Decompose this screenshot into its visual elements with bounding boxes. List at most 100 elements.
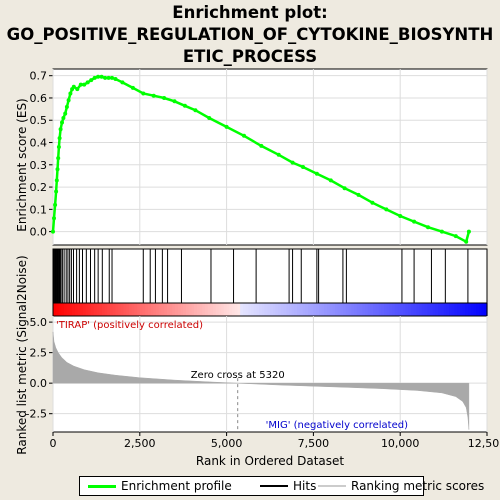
- heatmap-cell: [147, 303, 152, 316]
- hits-panel: [52, 248, 488, 304]
- heatmap-cell: [240, 303, 244, 316]
- heatmap-cell: [237, 303, 241, 316]
- heatmap-cell: [109, 303, 114, 316]
- heatmap-cell: [139, 303, 144, 316]
- es-point: [56, 145, 61, 149]
- es-point: [85, 80, 90, 85]
- es-point: [54, 189, 59, 194]
- rank-xtick-label: 5,000: [211, 437, 243, 450]
- title-line-1: Enrichment plot:: [172, 3, 328, 22]
- es-point: [290, 160, 295, 165]
- heatmap-cell: [221, 303, 225, 316]
- es-point: [370, 200, 375, 205]
- heatmap-cell: [107, 303, 111, 316]
- es-point: [110, 75, 114, 80]
- rank-xtick-label: 7,500: [298, 437, 330, 450]
- heatmap-cell: [473, 303, 477, 316]
- heatmap-cell: [185, 303, 190, 316]
- es-ytick-label: 0.7: [30, 70, 48, 83]
- heatmap-cell: [118, 303, 122, 316]
- heatmap-cell: [419, 303, 423, 316]
- heatmap-cell: [175, 303, 179, 316]
- es-point: [193, 108, 198, 113]
- rank-ytick-label: 0.0: [30, 377, 48, 390]
- es-plot-area: [52, 68, 488, 246]
- heatmap-cell: [88, 303, 92, 316]
- es-point: [224, 124, 229, 129]
- heatmap-cell: [291, 303, 296, 316]
- es-point: [182, 103, 187, 108]
- heatmap-cell: [329, 303, 333, 316]
- es-point: [68, 91, 73, 96]
- es-point: [464, 239, 469, 244]
- es-point: [342, 186, 347, 191]
- es-point: [439, 229, 444, 234]
- heatmap-cell: [354, 303, 358, 316]
- heatmap-cell: [131, 303, 135, 316]
- heatmap-cell: [457, 303, 461, 316]
- heatmap-cell: [294, 303, 298, 316]
- es-point: [172, 99, 177, 104]
- rank-plot-area: [52, 315, 488, 433]
- positive-correlation-label: 'TIRAP' (positively correlated): [56, 320, 203, 331]
- heatmap-cell: [484, 303, 488, 316]
- heatmap-cell: [411, 303, 415, 316]
- es-point: [52, 216, 56, 221]
- heatmap-cell: [465, 303, 469, 316]
- es-point: [75, 87, 80, 92]
- heatmap-cell: [82, 303, 87, 316]
- rank-xtick-label: 12,500: [468, 437, 500, 450]
- es-point: [56, 156, 61, 161]
- heatmap-cell: [93, 303, 97, 316]
- heatmap-cell: [55, 303, 60, 316]
- heatmap-cell: [272, 303, 277, 316]
- heatmap-cell: [370, 303, 374, 316]
- heatmap-cell: [324, 303, 328, 316]
- heatmap-cell: [337, 303, 342, 316]
- es-ytick-label: 0.4: [30, 137, 48, 150]
- es-point: [63, 111, 68, 116]
- es-point: [207, 116, 212, 120]
- negative-correlation-label: 'MIG' (negatively correlated): [266, 420, 408, 431]
- es-point: [57, 136, 62, 141]
- heatmap-cell: [161, 303, 165, 316]
- heatmap-cell: [443, 303, 447, 316]
- es-point: [61, 116, 66, 120]
- heatmap-cell: [218, 303, 222, 316]
- heatmap-cell: [251, 303, 255, 316]
- heatmap-cell: [229, 303, 233, 316]
- heatmap-cell: [259, 303, 263, 316]
- heatmap-cell: [359, 303, 363, 316]
- heatmap-cell: [204, 303, 209, 316]
- es-point: [89, 78, 94, 83]
- heatmap-cell: [63, 303, 68, 316]
- heatmap-cell: [449, 303, 453, 316]
- heatmap-cell: [307, 303, 312, 316]
- es-point: [162, 96, 167, 100]
- es-point: [53, 202, 58, 207]
- heatmap-cell: [196, 303, 201, 316]
- es-point: [71, 84, 76, 89]
- heatmap-cell: [348, 303, 352, 316]
- heatmap-cell: [297, 303, 301, 316]
- heatmap-cell: [373, 303, 377, 316]
- heatmap-cell: [191, 303, 195, 316]
- heatmap-cell: [123, 303, 127, 316]
- heatmap-cell: [299, 303, 304, 316]
- heatmap-cell: [400, 303, 404, 316]
- hits-area: [52, 248, 488, 304]
- heatmap-cell: [427, 303, 431, 316]
- heatmap-cell: [389, 303, 393, 316]
- heatmap-cell: [392, 303, 396, 316]
- heatmap-cell: [394, 303, 399, 316]
- heatmap-cell: [286, 303, 290, 316]
- heatmap-cell: [318, 303, 323, 316]
- heatmap-cell: [378, 303, 382, 316]
- heatmap-cell: [351, 303, 355, 316]
- heatmap-cell: [454, 303, 458, 316]
- heatmap-cell: [58, 303, 62, 316]
- heatmap-cell: [77, 303, 81, 316]
- heatmap-cell: [270, 303, 274, 316]
- heatmap-cell: [356, 303, 361, 316]
- heatmap-cell: [397, 303, 401, 316]
